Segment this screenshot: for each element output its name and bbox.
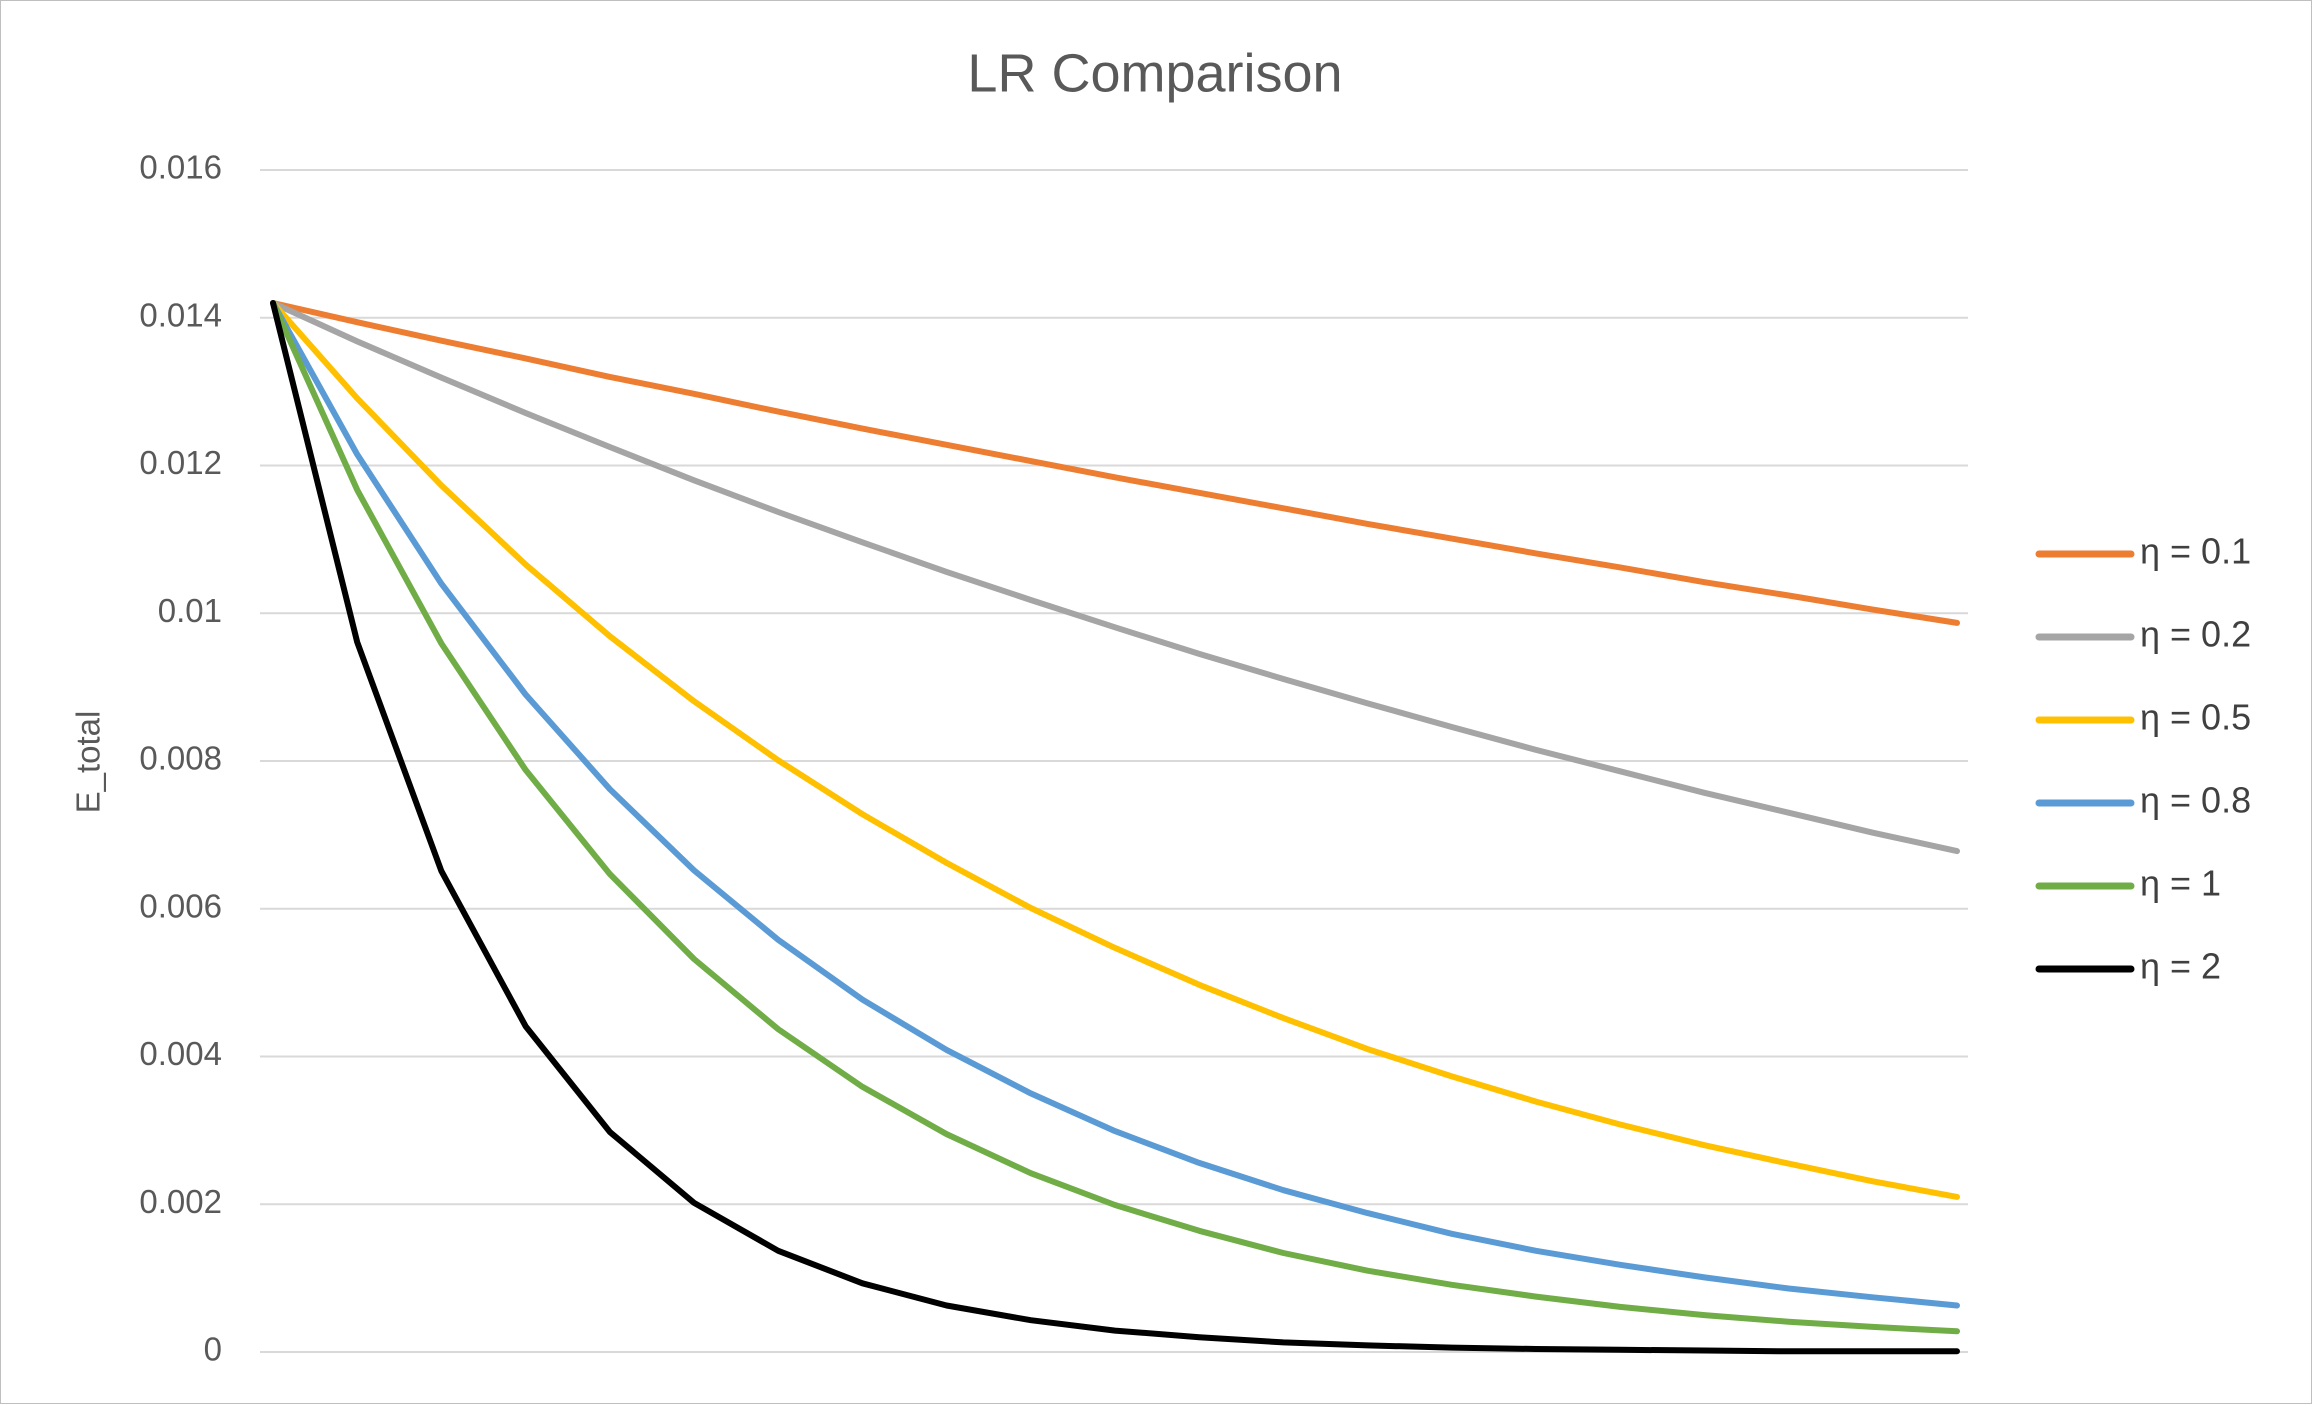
y-axis-label: E_total: [70, 711, 107, 814]
legend-label: η = 0.8: [2140, 780, 2251, 821]
legend-label: η = 1: [2140, 863, 2221, 904]
y-tick-label: 0.008: [139, 740, 222, 777]
y-tick-label: 0.016: [139, 149, 222, 186]
y-tick-label: 0: [204, 1331, 222, 1368]
y-tick-label: 0.006: [139, 887, 222, 924]
legend-label: η = 2: [2140, 946, 2221, 987]
data-line: [270, 300, 1960, 1335]
legend-label: η = 0.2: [2140, 614, 2251, 655]
legend-label: η = 0.5: [2140, 697, 2251, 738]
y-tick-label: 0.002: [139, 1183, 222, 1220]
y-tick-label: 0.012: [139, 444, 222, 481]
y-tick-label: 0.004: [139, 1035, 222, 1072]
chart-title: LR Comparison: [967, 43, 1342, 103]
y-tick-label: 0.014: [139, 296, 222, 333]
data-line: [270, 300, 1960, 626]
data-line: [270, 300, 1960, 1355]
legend-label: η = 0.1: [2140, 531, 2251, 572]
data-line: [270, 300, 1960, 1200]
data-line: [270, 300, 1960, 1309]
y-tick-label: 0.01: [158, 592, 222, 629]
data-line: [270, 300, 1960, 855]
